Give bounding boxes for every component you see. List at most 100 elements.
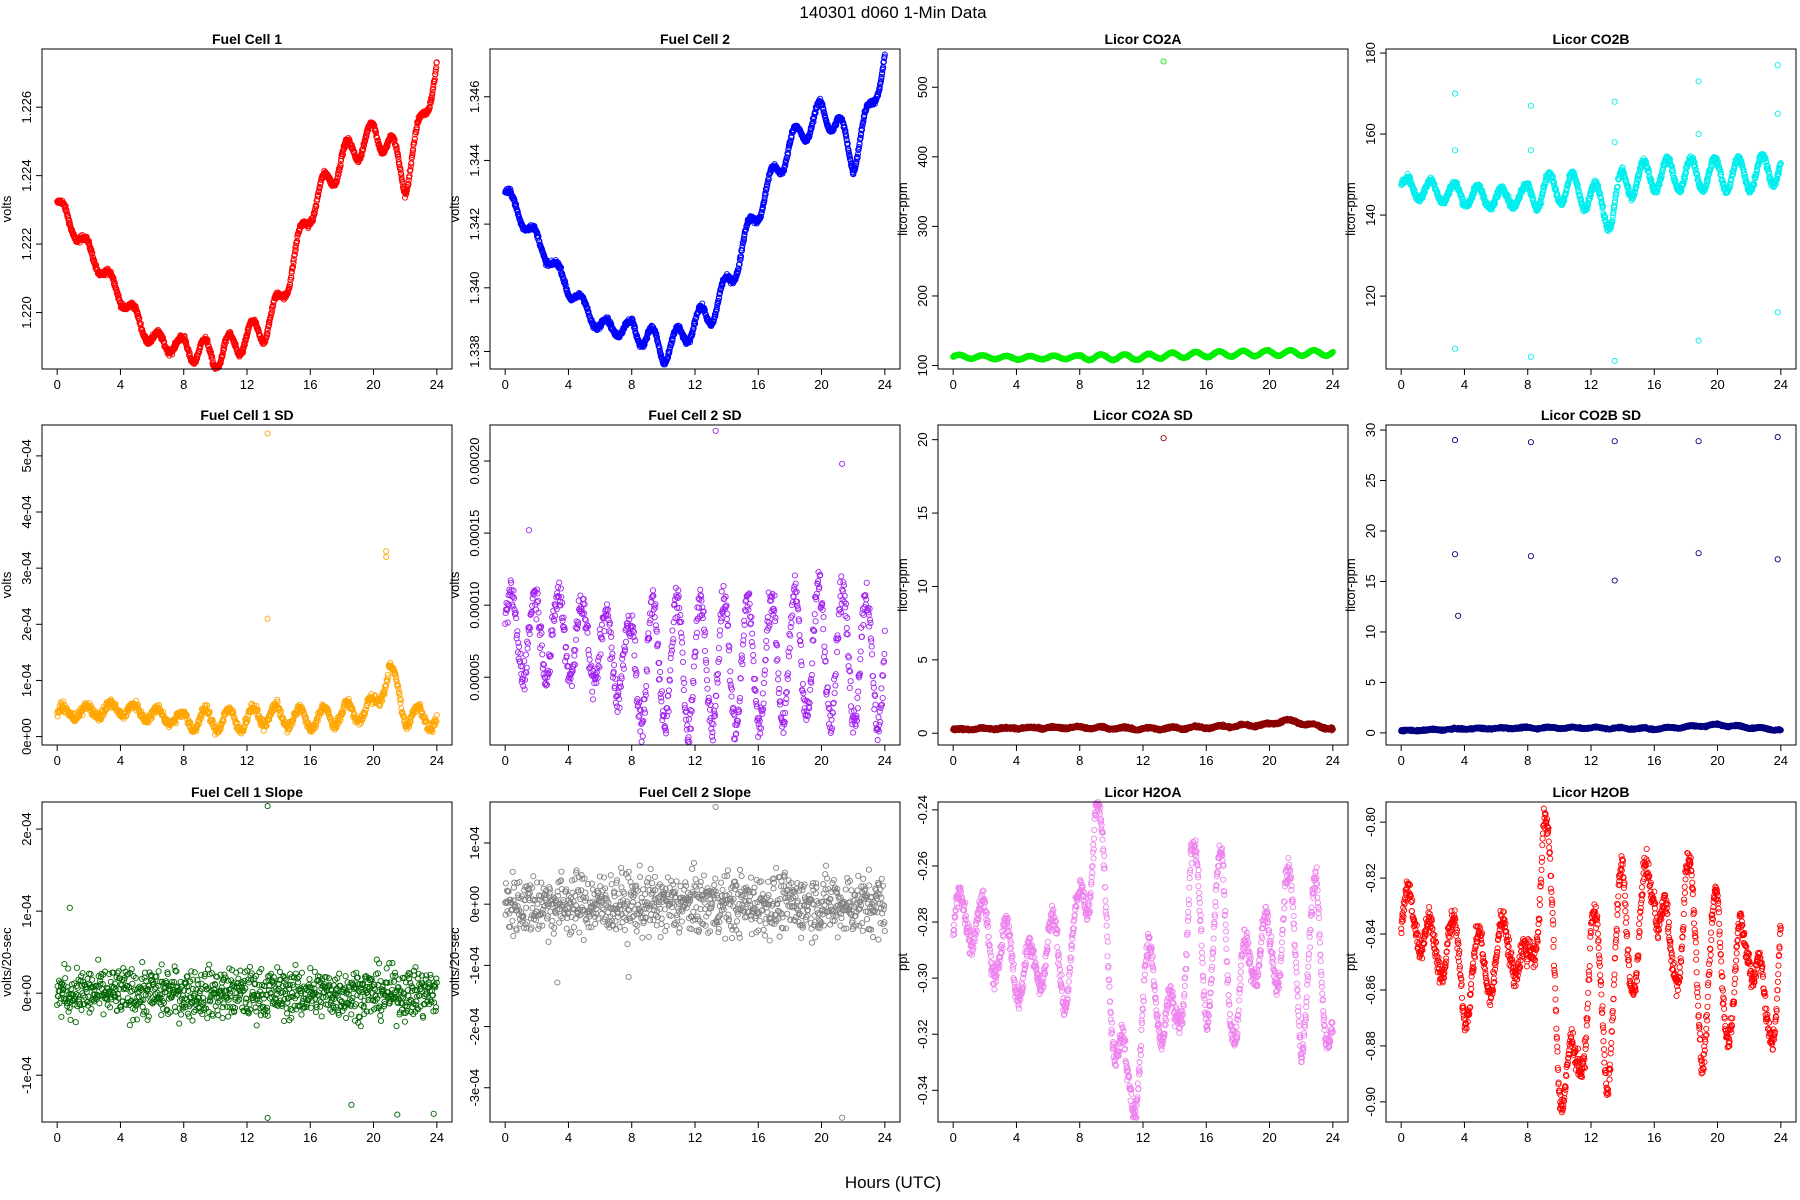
data-point — [409, 152, 416, 159]
x-tick-label: 24 — [878, 377, 892, 392]
x-tick-label: 0 — [502, 377, 509, 392]
x-tick-label: 20 — [814, 377, 828, 392]
data-point — [335, 171, 342, 178]
data-point — [341, 145, 348, 152]
x-tick-label: 16 — [1199, 377, 1213, 392]
data-point — [290, 256, 297, 263]
plot-frame — [41, 48, 453, 370]
data-point — [407, 163, 414, 170]
data-point — [255, 328, 262, 335]
x-tick-label: 24 — [430, 377, 444, 392]
y-tick-label: 1.222 — [19, 228, 34, 261]
data-point — [384, 143, 391, 150]
x-tick-label: 4 — [565, 377, 572, 392]
data-point — [204, 336, 211, 343]
data-point — [429, 89, 436, 97]
data-point — [374, 134, 381, 141]
y-tick-label: 200 — [915, 285, 930, 307]
y-tick-label: 1.220 — [19, 296, 34, 329]
x-tick-label: 16 — [303, 377, 317, 392]
panel-title: Fuel Cell 1 — [212, 31, 282, 47]
y-tick-label: 500 — [915, 76, 930, 98]
data-point — [405, 177, 412, 184]
y-axis-label: licor-ppm — [1343, 182, 1358, 235]
data-point — [364, 128, 371, 135]
data-point — [407, 166, 414, 173]
data-point — [270, 302, 277, 309]
x-tick-label: 16 — [751, 377, 765, 392]
figure-title: 140301 d060 1-Min Data — [799, 3, 987, 22]
x-axis: 0 4 8 12 16 20 24 — [502, 369, 892, 392]
data-points — [950, 58, 1336, 364]
data-point — [269, 306, 276, 313]
data-point — [395, 153, 402, 160]
data-point — [411, 139, 418, 146]
data-point — [309, 217, 316, 224]
x-tick-label: 8 — [628, 377, 635, 392]
x-axis: 0 4 8 12 16 20 24 — [950, 369, 1340, 392]
x-tick-label: 20 — [366, 377, 380, 392]
y-tick-label: 100 — [915, 355, 930, 377]
y-tick-label: 1.346 — [467, 80, 482, 113]
data-points — [54, 59, 440, 372]
data-point — [428, 96, 435, 103]
y-tick-label: 1.224 — [19, 159, 34, 192]
x-tick-label: 12 — [1136, 377, 1150, 392]
data-point — [192, 358, 200, 365]
data-point — [292, 246, 299, 253]
data-point-outlier — [1160, 58, 1167, 65]
panel-title: Fuel Cell 2 — [660, 31, 730, 47]
data-point — [334, 174, 341, 181]
data-point — [411, 135, 418, 142]
data-point — [393, 143, 400, 150]
data-point — [348, 141, 355, 148]
data-point — [204, 339, 211, 346]
panel-licor-co2a: Licor CO2A licor-ppm 0 4 8 12 16 20 24 100 200 300 4… — [895, 31, 1349, 392]
y-tick-label: 1.338 — [467, 335, 482, 368]
y-tick-label: 1.226 — [19, 91, 34, 124]
data-point — [425, 107, 432, 114]
x-tick-label: 4 — [117, 377, 124, 392]
y-axis-label: volts — [447, 195, 462, 222]
y-tick-label: 300 — [915, 216, 930, 238]
x-tick-label: 4 — [1013, 377, 1020, 392]
data-point — [290, 259, 297, 267]
data-point — [288, 274, 295, 281]
x-tick-label: 0 — [950, 377, 957, 392]
data-point — [288, 268, 295, 275]
data-point — [62, 203, 69, 210]
x-tick-label: 24 — [1326, 377, 1340, 392]
data-point — [262, 338, 269, 345]
data-point — [333, 177, 340, 184]
data-point — [111, 279, 118, 286]
data-point — [209, 353, 216, 360]
y-tick-label: 400 — [915, 146, 930, 168]
plot-frame — [937, 48, 1349, 370]
panel-title: Licor CO2A — [1104, 31, 1181, 47]
y-axis: 100 200 300 400 500 — [915, 76, 938, 376]
data-point — [375, 137, 382, 144]
y-tick-label: 1.342 — [467, 208, 482, 241]
data-point — [413, 126, 420, 133]
data-point — [88, 246, 95, 254]
data-point — [337, 162, 344, 169]
data-point — [109, 273, 116, 281]
x-tick-label: 8 — [180, 377, 187, 392]
x-tick-label: 12 — [240, 377, 254, 392]
data-point — [266, 319, 273, 326]
data-point — [110, 276, 117, 283]
data-point — [287, 281, 294, 288]
data-points — [502, 51, 888, 368]
data-points — [1398, 62, 1784, 364]
data-point — [311, 210, 318, 217]
y-axis-label: licor-ppm — [895, 182, 910, 235]
x-tick-label: 0 — [54, 377, 61, 392]
panels-container: Fuel Cell 1 volts 0 4 8 12 16 20 24 1.220 1.222 1.2… — [0, 31, 1797, 1145]
x-tick-label: 8 — [1076, 377, 1083, 392]
x-tick-label: 20 — [1262, 377, 1276, 392]
